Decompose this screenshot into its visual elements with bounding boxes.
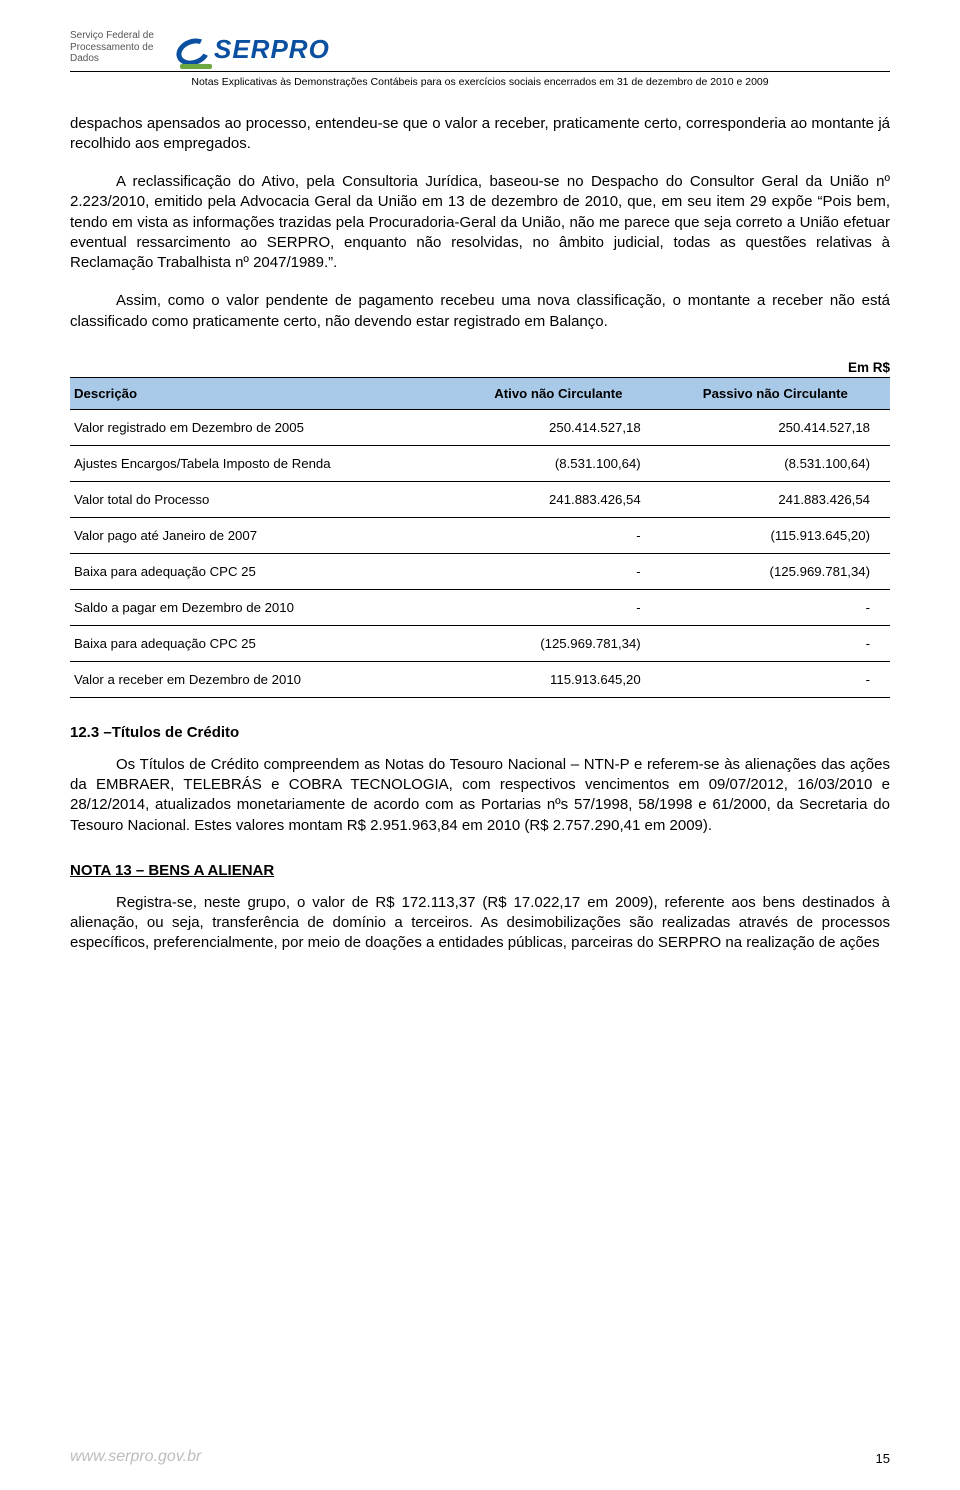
- cell-desc: Valor registrado em Dezembro de 2005: [70, 409, 456, 445]
- cell-desc: Valor pago até Janeiro de 2007: [70, 517, 456, 553]
- cell-ativo: -: [456, 589, 661, 625]
- table-row: Baixa para adequação CPC 25 - (125.969.7…: [70, 553, 890, 589]
- cell-desc: Ajustes Encargos/Tabela Imposto de Renda: [70, 445, 456, 481]
- paragraph-4: Os Títulos de Crédito compreendem as Not…: [70, 755, 890, 836]
- cell-passivo: -: [661, 625, 890, 661]
- col-descricao: Descrição: [70, 377, 456, 409]
- cell-desc: Valor total do Processo: [70, 481, 456, 517]
- org-name-line1: Serviço Federal de: [70, 30, 162, 42]
- table-row: Valor registrado em Dezembro de 2005 250…: [70, 409, 890, 445]
- cell-passivo: (8.531.100,64): [661, 445, 890, 481]
- cell-desc: Valor a receber em Dezembro de 2010: [70, 661, 456, 697]
- cell-ativo: (125.969.781,34): [456, 625, 661, 661]
- page-footer: www.serpro.gov.br 15: [70, 1448, 890, 1466]
- nota-13-title: NOTA 13 – BENS A ALIENAR: [70, 862, 890, 879]
- footer-url: www.serpro.gov.br: [70, 1448, 201, 1466]
- cell-ativo: 115.913.645,20: [456, 661, 661, 697]
- table-header-row: Descrição Ativo não Circulante Passivo n…: [70, 377, 890, 409]
- cell-passivo: (125.969.781,34): [661, 553, 890, 589]
- section-12-3-title: 12.3 –Títulos de Crédito: [70, 724, 890, 741]
- logo: SERPRO: [176, 34, 330, 65]
- header-subtitle: Notas Explicativas às Demonstrações Cont…: [70, 76, 890, 88]
- paragraph-1: despachos apensados ao processo, entende…: [70, 114, 890, 155]
- table-row: Valor pago até Janeiro de 2007 - (115.91…: [70, 517, 890, 553]
- cell-ativo: 241.883.426,54: [456, 481, 661, 517]
- paragraph-2: A reclassificação do Ativo, pela Consult…: [70, 172, 890, 273]
- org-name-line2: Processamento de Dados: [70, 42, 162, 65]
- cell-desc: Baixa para adequação CPC 25: [70, 553, 456, 589]
- cell-passivo: 250.414.527,18: [661, 409, 890, 445]
- cell-ativo: 250.414.527,18: [456, 409, 661, 445]
- currency-label: Em R$: [70, 360, 890, 375]
- org-name: Serviço Federal de Processamento de Dado…: [70, 30, 162, 65]
- page-header: Serviço Federal de Processamento de Dado…: [70, 30, 890, 65]
- table-row: Baixa para adequação CPC 25 (125.969.781…: [70, 625, 890, 661]
- cell-passivo: -: [661, 661, 890, 697]
- table-row: Valor a receber em Dezembro de 2010 115.…: [70, 661, 890, 697]
- footer-page-number: 15: [876, 1451, 890, 1466]
- values-table: Descrição Ativo não Circulante Passivo n…: [70, 377, 890, 698]
- table-row: Ajustes Encargos/Tabela Imposto de Renda…: [70, 445, 890, 481]
- cell-desc: Saldo a pagar em Dezembro de 2010: [70, 589, 456, 625]
- header-rule: [70, 71, 890, 72]
- cell-ativo: (8.531.100,64): [456, 445, 661, 481]
- paragraph-3: Assim, como o valor pendente de pagament…: [70, 291, 890, 332]
- col-ativo: Ativo não Circulante: [456, 377, 661, 409]
- col-passivo: Passivo não Circulante: [661, 377, 890, 409]
- logo-text: SERPRO: [214, 34, 330, 65]
- paragraph-5: Registra-se, neste grupo, o valor de R$ …: [70, 893, 890, 954]
- cell-passivo: 241.883.426,54: [661, 481, 890, 517]
- cell-ativo: -: [456, 553, 661, 589]
- cell-ativo: -: [456, 517, 661, 553]
- table-row: Valor total do Processo 241.883.426,54 2…: [70, 481, 890, 517]
- table-row: Saldo a pagar em Dezembro de 2010 - -: [70, 589, 890, 625]
- cell-passivo: (115.913.645,20): [661, 517, 890, 553]
- logo-icon: [176, 39, 210, 65]
- cell-passivo: -: [661, 589, 890, 625]
- cell-desc: Baixa para adequação CPC 25: [70, 625, 456, 661]
